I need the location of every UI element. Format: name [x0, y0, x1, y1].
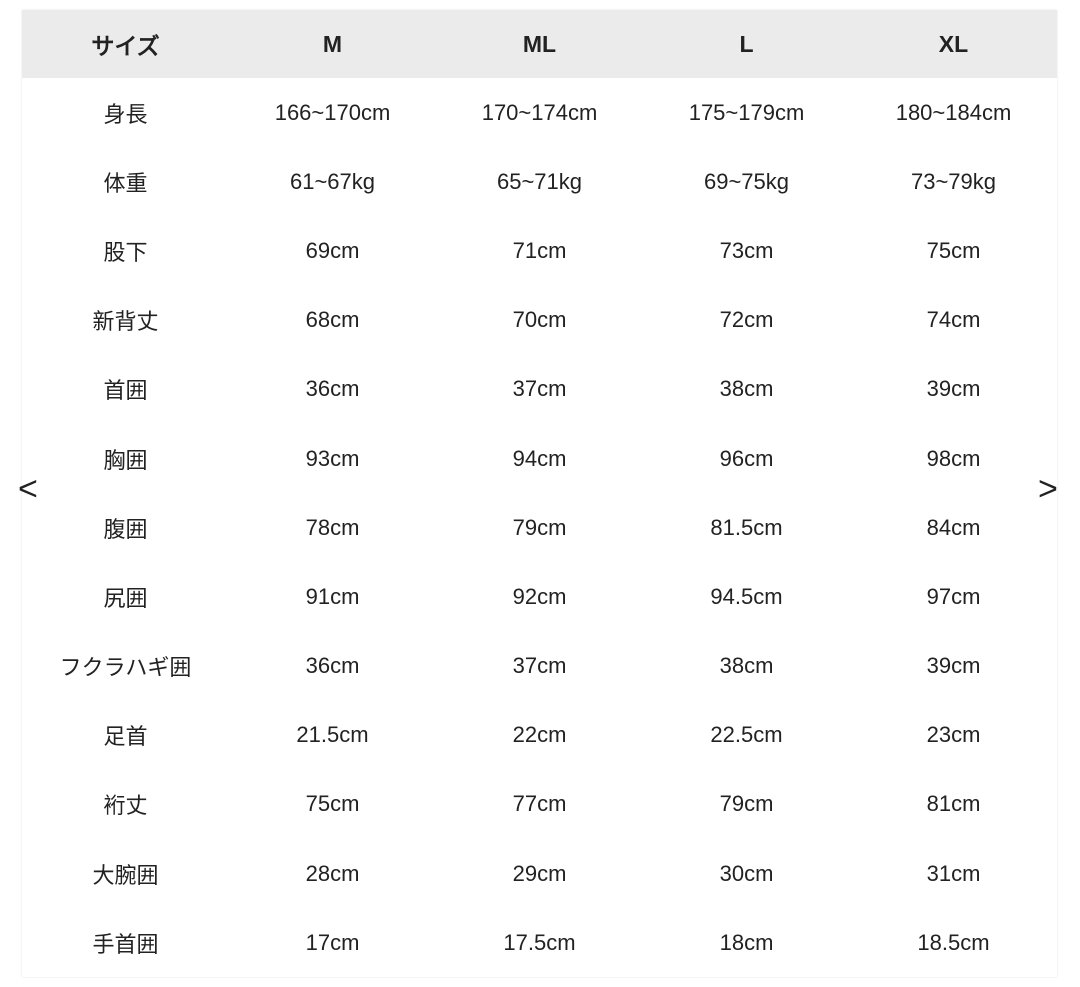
table-cell: 78cm — [305, 514, 360, 540]
table-cell: 17.5cm — [503, 929, 576, 955]
table-cell: 170~174cm — [481, 99, 598, 125]
table-cell: 93cm — [305, 445, 360, 471]
table-row: 大腕囲 28cm 29cm 30cm 31cm — [22, 839, 1057, 908]
table-cell: 71cm — [512, 237, 567, 263]
row-label: 足首 — [103, 724, 148, 750]
table-row: 足首 21.5cm 22cm 22.5cm 23cm — [22, 701, 1057, 770]
table-cell: 69~75kg — [703, 168, 790, 194]
table-cell: 18cm — [719, 929, 774, 955]
table-cell: 166~170cm — [274, 99, 391, 125]
table-cell: 38cm — [719, 376, 774, 402]
table-cell: 39cm — [926, 376, 981, 402]
table-cell: 21.5cm — [296, 722, 369, 748]
row-label: 新背丈 — [92, 309, 159, 335]
row-label: 腹囲 — [103, 516, 148, 542]
table-row: 新背丈 68cm 70cm 72cm 74cm — [22, 286, 1057, 355]
table-cell: 180~184cm — [895, 99, 1012, 125]
table-cell: 94cm — [512, 445, 567, 471]
table-cell: 22cm — [512, 722, 567, 748]
table-cell: 68cm — [305, 307, 360, 333]
row-label: 手首囲 — [92, 931, 159, 957]
table-cell: 37cm — [512, 653, 567, 679]
next-arrow[interactable]: > — [1038, 470, 1058, 508]
table-row: 手首囲 17cm 17.5cm 18cm 18.5cm — [22, 908, 1057, 977]
table-row: 体重 61~67kg 65~71kg 69~75kg 73~79kg — [22, 147, 1057, 216]
row-label: 大腕囲 — [92, 862, 159, 888]
header-cell: M — [229, 10, 436, 78]
table-row: 胸囲 93cm 94cm 96cm 98cm — [22, 424, 1057, 493]
row-label: 胸囲 — [103, 447, 148, 473]
table-cell: 75cm — [305, 791, 360, 817]
table-body: 身長 166~170cm 170~174cm 175~179cm 180~184cm 体重… — [22, 78, 1057, 977]
table-cell: 36cm — [305, 653, 360, 679]
table-cell: 92cm — [512, 583, 567, 609]
table-cell: 98cm — [926, 445, 981, 471]
prev-arrow[interactable]: < — [18, 470, 38, 508]
row-label: 首囲 — [103, 378, 148, 404]
row-label: 股下 — [103, 239, 148, 265]
table-row: 身長 166~170cm 170~174cm 175~179cm 180~184cm — [22, 78, 1057, 147]
table-row: 腹囲 78cm 79cm 81.5cm 84cm — [22, 493, 1057, 562]
row-label: 裄丈 — [103, 793, 148, 819]
header-cell: XL — [850, 10, 1057, 78]
table-row: 裄丈 75cm 77cm 79cm 81cm — [22, 770, 1057, 839]
table-cell: 84cm — [926, 514, 981, 540]
table-row: フクラハギ囲 36cm 37cm 38cm 39cm — [22, 632, 1057, 701]
table-cell: 94.5cm — [710, 583, 783, 609]
table-cell: 18.5cm — [917, 929, 990, 955]
table-cell: 30cm — [719, 860, 774, 886]
table-row: 首囲 36cm 37cm 38cm 39cm — [22, 355, 1057, 424]
table-cell: 72cm — [719, 307, 774, 333]
table-cell: 38cm — [719, 653, 774, 679]
size-table: サイズ M ML L XL 身長 166~170cm 170~174cm 175~179cm 1… — [22, 10, 1057, 977]
table-cell: 73cm — [719, 237, 774, 263]
table-cell: 23cm — [926, 722, 981, 748]
table-cell: 31cm — [926, 860, 981, 886]
table-cell: 29cm — [512, 860, 567, 886]
table-cell: 73~79kg — [910, 168, 997, 194]
table-cell: 91cm — [305, 583, 360, 609]
table-cell: 39cm — [926, 653, 981, 679]
row-label: 身長 — [103, 101, 148, 127]
table-row: 股下 69cm 71cm 73cm 75cm — [22, 216, 1057, 285]
table-cell: 37cm — [512, 376, 567, 402]
table-cell: 81cm — [926, 791, 981, 817]
table-cell: 175~179cm — [688, 99, 805, 125]
table-cell: 79cm — [512, 514, 567, 540]
header-row: サイズ M ML L XL — [22, 10, 1057, 78]
table-cell: 96cm — [719, 445, 774, 471]
table-cell: 17cm — [305, 929, 360, 955]
table-cell: 81.5cm — [710, 514, 783, 540]
header-cell: サイズ — [22, 10, 229, 78]
table-cell: 28cm — [305, 860, 360, 886]
table-cell: 69cm — [305, 237, 360, 263]
table-cell: 97cm — [926, 583, 981, 609]
row-label: 体重 — [103, 170, 148, 196]
table-cell: 79cm — [719, 791, 774, 817]
table-cell: 65~71kg — [496, 168, 583, 194]
table-cell: 61~67kg — [289, 168, 376, 194]
header-cell: ML — [436, 10, 643, 78]
table-cell: 74cm — [926, 307, 981, 333]
table-cell: 22.5cm — [710, 722, 783, 748]
table-cell: 36cm — [305, 376, 360, 402]
header-cell: L — [643, 10, 850, 78]
table-cell: 77cm — [512, 791, 567, 817]
row-label: 尻囲 — [103, 585, 148, 611]
row-label: フクラハギ囲 — [59, 655, 192, 681]
table-row: 尻囲 91cm 92cm 94.5cm 97cm — [22, 562, 1057, 631]
table-cell: 75cm — [926, 237, 981, 263]
table-cell: 70cm — [512, 307, 567, 333]
